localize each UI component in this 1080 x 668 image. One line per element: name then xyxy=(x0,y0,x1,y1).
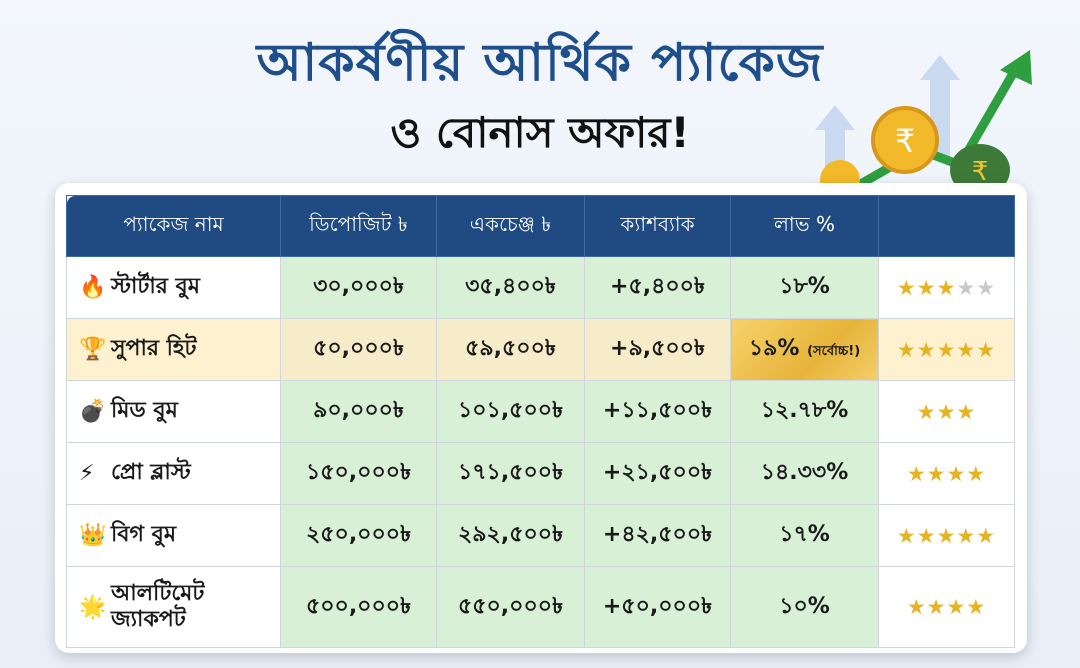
table-header-row: প্যাকেজ নাম ডিপোজিট ৳ একচেঞ্জ ৳ ক্যাশব্য… xyxy=(66,195,1015,257)
star-filled-icon: ★ xyxy=(936,337,957,362)
star-filled-icon: ★ xyxy=(946,595,967,619)
star-filled-icon: ★ xyxy=(896,337,917,362)
star-filled-icon: ★ xyxy=(976,523,997,548)
package-name-line2: জ্যাকপট xyxy=(111,607,186,632)
finance-decoration-icon: ₹ ₹ xyxy=(815,50,1032,200)
deposit-cell: ৫০০,০০০৳ xyxy=(280,566,437,648)
deposit-cell: ২৫০,০০০৳ xyxy=(280,504,437,567)
star-rating: ★★★★★ xyxy=(878,256,1015,319)
star-filled-icon: ★ xyxy=(906,461,927,486)
star-rating: ★★★★★ xyxy=(878,504,1015,567)
exchange-cell: ৫৯,৫০০৳ xyxy=(436,318,585,381)
page-subtitle: ও বোনাস অফার! xyxy=(390,108,690,157)
package-name-cell: 💣 মিড বুম xyxy=(66,380,281,443)
package-table: প্যাকেজ নাম ডিপোজিট ৳ একচেঞ্জ ৳ ক্যাশব্য… xyxy=(66,195,1015,648)
cashback-cell: +৫০,০০০৳ xyxy=(584,566,731,648)
star-filled-icon: ★ xyxy=(966,595,987,619)
exchange-cell: ১৭১,৫০০৳ xyxy=(436,442,585,505)
package-name-cell: 🔥 স্টার্টার বুম xyxy=(66,256,281,319)
star-filled-icon: ★ xyxy=(916,275,937,300)
star-filled-icon: ★ xyxy=(916,399,937,424)
cashback-cell: +৫,৪০০৳ xyxy=(584,256,731,319)
package-name-cell: ⚡ প্রো ব্লাস্ট xyxy=(66,442,281,505)
profit-cell: ১৪.৩৩% xyxy=(730,442,879,505)
package-name: সুপার হিট xyxy=(111,336,197,361)
profit-cell-best: ১৯% (সর্বোচ্চ!) xyxy=(730,318,879,381)
header-profit: লাভ % xyxy=(730,195,879,257)
star-filled-icon: ★ xyxy=(906,595,927,619)
deposit-cell: ৫০,০০০৳ xyxy=(280,318,437,381)
fire-icon: 🔥 xyxy=(79,275,107,300)
star-empty-icon: ★ xyxy=(976,275,997,300)
profit-cell: ১০% xyxy=(730,566,879,648)
star-rating: ★★★ xyxy=(878,380,1015,443)
star-filled-icon: ★ xyxy=(956,523,977,548)
package-name-line1: আলটিমেট xyxy=(111,581,205,606)
profit-cell: ১২.৭৮% xyxy=(730,380,879,443)
star-filled-icon: ★ xyxy=(976,337,997,362)
star-filled-icon: ★ xyxy=(916,523,937,548)
star-filled-icon: ★ xyxy=(966,461,987,486)
star-filled-icon: ★ xyxy=(926,595,947,619)
profit-value: ১৯% xyxy=(748,336,800,361)
star-filled-icon: ★ xyxy=(936,523,957,548)
star-filled-icon: ★ xyxy=(936,275,957,300)
trophy-icon: 🏆 xyxy=(79,337,107,362)
package-name: স্টার্টার বুম xyxy=(111,274,200,299)
profit-cell: ১৮% xyxy=(730,256,879,319)
table-row: 👑 বিগ বুম ২৫০,০০০৳ ২৯২,৫০০৳ +৪২,৫০০৳ ১৭% … xyxy=(66,504,1015,567)
table-row: 🌟আলটিমেট জ্যাকপট ৫০০,০০০৳ ৫৫০,০০০৳ +৫০,০০… xyxy=(66,566,1015,648)
star-filled-icon: ★ xyxy=(956,399,977,424)
cashback-cell: +৪২,৫০০৳ xyxy=(584,504,731,567)
cashback-cell: +১১,৫০০৳ xyxy=(584,380,731,443)
star-filled-icon: ★ xyxy=(956,337,977,362)
exchange-cell: ৫৫০,০০০৳ xyxy=(436,566,585,648)
star-filled-icon: ★ xyxy=(936,399,957,424)
package-name-cell: 👑 বিগ বুম xyxy=(66,504,281,567)
svg-text:₹: ₹ xyxy=(972,157,989,187)
deposit-cell: ৩০,০০০৳ xyxy=(280,256,437,319)
svg-text:₹: ₹ xyxy=(895,122,915,160)
page-title: আকর্ষণীয় আর্থিক প্যাকেজ xyxy=(256,33,824,93)
cashback-cell: +২১,৫০০৳ xyxy=(584,442,731,505)
exchange-cell: ১০১,৫০০৳ xyxy=(436,380,585,443)
table-row-highlighted: 🏆 সুপার হিট ৫০,০০০৳ ৫৯,৫০০৳ +৯,৫০০৳ ১৯% (… xyxy=(66,318,1015,381)
table-row: ⚡ প্রো ব্লাস্ট ১৫০,০০০৳ ১৭১,৫০০৳ +২১,৫০০৳… xyxy=(66,442,1015,505)
package-name: মিড বুম xyxy=(111,398,178,423)
exchange-cell: ২৯২,৫০০৳ xyxy=(436,504,585,567)
best-badge: (সর্বোচ্চ!) xyxy=(807,344,861,359)
star-filled-icon: ★ xyxy=(896,523,917,548)
header-deposit: ডিপোজিট ৳ xyxy=(280,195,437,257)
header-rating xyxy=(878,195,1015,257)
package-name: প্রো ব্লাস্ট xyxy=(111,460,191,485)
star-filled-icon: ★ xyxy=(926,461,947,486)
profit-cell: ১৭% xyxy=(730,504,879,567)
exchange-cell: ৩৫,৪০০৳ xyxy=(436,256,585,319)
package-name-cell: 🌟আলটিমেট জ্যাকপট xyxy=(66,566,281,648)
cashback-cell: +৯,৫০০৳ xyxy=(584,318,731,381)
package-table-card: প্যাকেজ নাম ডিপোজিট ৳ একচেঞ্জ ৳ ক্যাশব্য… xyxy=(55,183,1027,653)
deposit-cell: ১৫০,০০০৳ xyxy=(280,442,437,505)
crown-icon: 👑 xyxy=(79,523,107,548)
star-empty-icon: ★ xyxy=(956,275,977,300)
table-row: 🔥 স্টার্টার বুম ৩০,০০০৳ ৩৫,৪০০৳ +৫,৪০০৳ ১… xyxy=(66,256,1015,319)
star-filled-icon: ★ xyxy=(916,337,937,362)
star-rating: ★★★★★ xyxy=(878,318,1015,381)
table-row: 💣 মিড বুম ৯০,০০০৳ ১০১,৫০০৳ +১১,৫০০৳ ১২.৭৮… xyxy=(66,380,1015,443)
lightning-icon: ⚡ xyxy=(79,461,95,486)
package-name: বিগ বুম xyxy=(111,522,177,547)
star-filled-icon: ★ xyxy=(896,275,917,300)
header-exchange: একচেঞ্জ ৳ xyxy=(436,195,585,257)
bomb-icon: 💣 xyxy=(79,399,107,424)
star-rating: ★★★★ xyxy=(878,566,1015,648)
header-cashback: ক্যাশব্যাক xyxy=(584,195,731,257)
header-package-name: প্যাকেজ নাম xyxy=(66,195,281,257)
glowing-star-icon: 🌟 xyxy=(79,594,107,620)
star-filled-icon: ★ xyxy=(946,461,967,486)
package-name-cell: 🏆 সুপার হিট xyxy=(66,318,281,381)
star-rating: ★★★★ xyxy=(878,442,1015,505)
deposit-cell: ৯০,০০০৳ xyxy=(280,380,437,443)
